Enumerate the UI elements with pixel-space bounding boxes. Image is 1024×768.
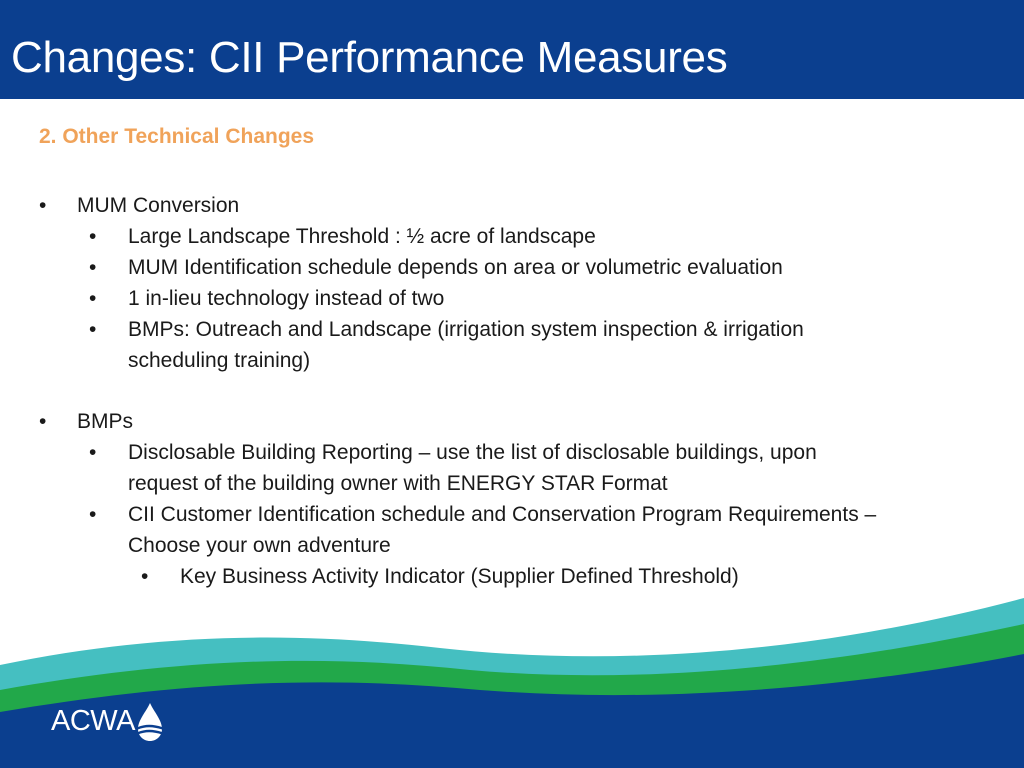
bullet-icon: • [89,225,97,248]
bullet-text: MUM Identification schedule depends on a… [128,256,783,279]
bullet-large-landscape-threshold: • Large Landscape Threshold : ½ acre of … [0,221,1024,252]
section-gap [0,376,1024,406]
bullet-text: request of the building owner with ENERG… [128,472,668,495]
bullet-text: Disclosable Building Reporting – use the… [128,441,817,464]
footer-wave [0,598,1024,768]
bullet-mum-conversion: • MUM Conversion [0,190,1024,221]
bullet-text: Choose your own adventure [128,534,391,557]
bullet-continuation-line: scheduling training) [0,345,1024,376]
bullet-icon: • [89,256,97,279]
bullet-mum-identification: • MUM Identification schedule depends on… [0,252,1024,283]
bullet-text: Key Business Activity Indicator (Supplie… [180,565,739,588]
bullet-text: scheduling training) [128,349,311,372]
bullet-bmps-outreach: • BMPs: Outreach and Landscape (irrigati… [0,314,1024,345]
bullet-text: MUM Conversion [77,194,240,217]
bullet-text: BMPs: Outreach and Landscape (irrigation… [128,318,804,341]
wave-navy-band [0,654,1024,768]
bullet-icon: • [89,503,97,526]
bullet-key-business-activity-indicator: • Key Business Activity Indicator (Suppl… [0,561,1024,592]
bullet-icon: • [39,410,47,433]
bullet-continuation-line: Choose your own adventure [0,530,1024,561]
bullet-text: Large Landscape Threshold : ½ acre of la… [128,225,596,248]
bullet-icon: • [141,565,149,588]
title-bar: Changes: CII Performance Measures [0,0,1024,99]
bullet-icon: • [89,318,97,341]
logo-text: ACWA [51,705,135,737]
acwa-logo: ACWA [51,702,167,744]
bullet-in-lieu-technology: • 1 in-lieu technology instead of two [0,283,1024,314]
bullet-text: BMPs [77,410,134,433]
water-drop-icon [138,703,162,741]
bullet-text: CII Customer Identification schedule and… [128,503,877,526]
bullet-icon: • [89,287,97,310]
slide-title: Changes: CII Performance Measures [11,33,728,82]
bullet-bmps: • BMPs [0,406,1024,437]
bullet-cii-customer-identification: • CII Customer Identification schedule a… [0,499,1024,530]
bullet-continuation-line: request of the building owner with ENERG… [0,468,1024,499]
bullet-list: • MUM Conversion • Large Landscape Thres… [0,190,1024,592]
bullet-text: 1 in-lieu technology instead of two [128,287,445,310]
section-subtitle: 2. Other Technical Changes [39,125,315,148]
bullet-icon: • [89,441,97,464]
bullet-icon: • [39,194,47,217]
bullet-disclosable-building-reporting: • Disclosable Building Reporting – use t… [0,437,1024,468]
